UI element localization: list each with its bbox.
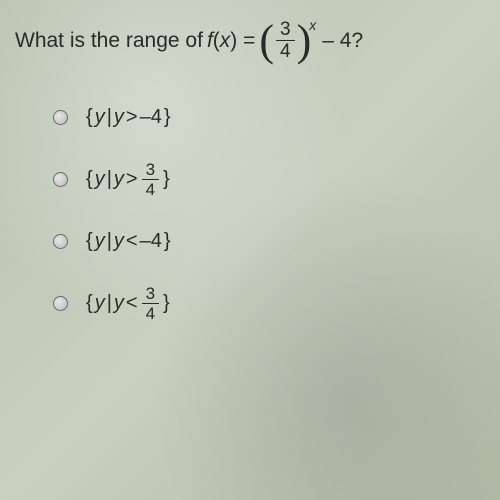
option-1[interactable]: { y | y > –4 } — [53, 106, 485, 129]
function-notation: f(x) = — [207, 29, 255, 53]
question-suffix: – 4? — [322, 29, 363, 53]
exponent: x — [309, 17, 316, 33]
radio-icon[interactable] — [53, 296, 68, 311]
option-1-text: { y | y > –4 } — [86, 106, 171, 129]
option-3-text: { y | y < –4 } — [86, 230, 171, 253]
left-paren: ( — [259, 23, 274, 58]
fraction-three-fourths: 3 4 — [276, 20, 295, 61]
option-2[interactable]: { y | y > 3 4 } — [53, 161, 485, 198]
fraction-parentheses: ( 3 4 ) x — [259, 20, 318, 61]
option-3[interactable]: { y | y < –4 } — [53, 230, 485, 253]
radio-icon[interactable] — [53, 234, 68, 249]
fraction-three-fourths: 3 4 — [142, 161, 159, 198]
option-2-text: { y | y > 3 4 } — [86, 161, 170, 198]
option-4-text: { y | y < 3 4 } — [86, 285, 170, 322]
fraction-three-fourths: 3 4 — [142, 285, 159, 322]
option-4[interactable]: { y | y < 3 4 } — [53, 285, 485, 322]
question-prefix: What is the range of — [15, 29, 203, 53]
radio-icon[interactable] — [53, 110, 68, 125]
radio-icon[interactable] — [53, 172, 68, 187]
question-text: What is the range of f(x) = ( 3 4 ) x – … — [15, 20, 485, 61]
options-list: { y | y > –4 } { y | y > 3 4 } { y — [53, 106, 485, 322]
